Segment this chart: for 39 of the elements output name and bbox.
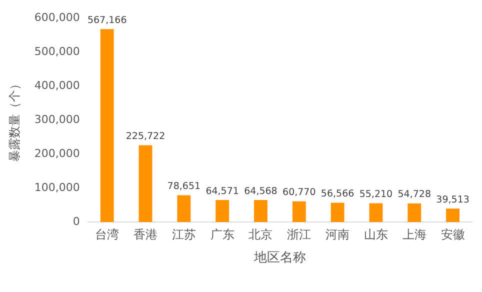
- x-tick-label: 北京: [248, 227, 273, 242]
- x-tick-label: 浙江: [287, 227, 312, 242]
- y-tick-label: 100,000: [34, 180, 80, 194]
- bar: [254, 200, 268, 222]
- x-tick-label: 香港: [134, 227, 158, 242]
- x-tick-label: 山东: [364, 227, 388, 242]
- x-axis-title: 地区名称: [252, 250, 306, 266]
- data-label: 225,722: [126, 130, 166, 142]
- x-tick-label: 台湾: [95, 227, 120, 242]
- data-label: 64,571: [206, 186, 239, 197]
- bar: [446, 208, 460, 222]
- y-tick-label: 200,000: [34, 146, 80, 160]
- x-tick-label: 上海: [402, 227, 426, 242]
- data-label: 64,568: [244, 186, 278, 197]
- x-tick-label: 广东: [210, 227, 234, 242]
- bar: [177, 195, 191, 222]
- x-tick-label: 河南: [326, 227, 350, 242]
- data-label: 60,770: [282, 187, 316, 198]
- data-label: 56,566: [320, 188, 354, 200]
- data-label: 78,651: [167, 180, 201, 192]
- bar: [138, 145, 152, 222]
- y-tick-label: 400,000: [34, 78, 80, 92]
- data-label: 54,728: [398, 189, 432, 200]
- data-label: 55,210: [359, 188, 393, 200]
- bar: [330, 202, 344, 222]
- y-tick-label: 500,000: [34, 44, 80, 58]
- x-tick-label: 江苏: [172, 227, 196, 242]
- data-label: 567,166: [87, 14, 127, 26]
- data-label: 39,513: [436, 194, 470, 206]
- y-axis-title: 暴露数量（个）: [7, 78, 22, 162]
- bar: [100, 29, 114, 222]
- bar: [408, 203, 422, 222]
- y-tick-label: 600,000: [34, 10, 80, 24]
- x-tick-label: 安徽: [440, 227, 465, 242]
- bar: [369, 203, 383, 222]
- bar: [292, 201, 306, 222]
- y-tick-label: 0: [72, 214, 80, 228]
- bar: [216, 200, 230, 222]
- y-tick-label: 300,000: [34, 112, 80, 126]
